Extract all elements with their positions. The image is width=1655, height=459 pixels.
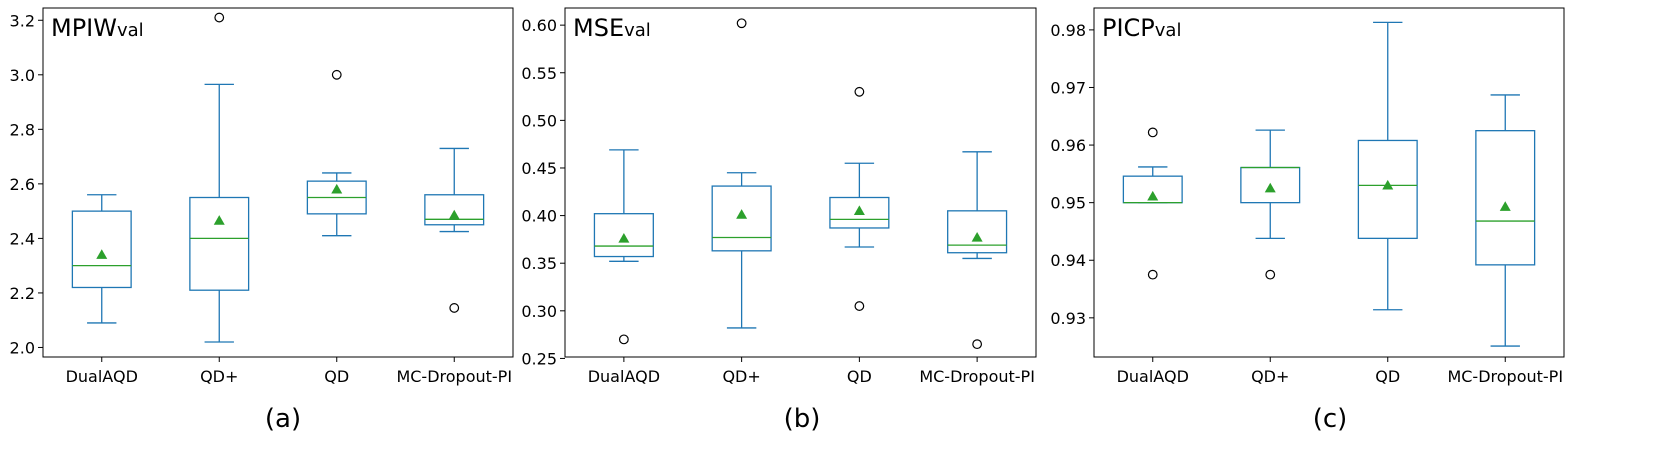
y-tick-label: 0.98 bbox=[1050, 21, 1086, 40]
x-tick-label: QD+ bbox=[722, 367, 760, 386]
panel-title: MPIWval bbox=[51, 14, 144, 42]
plot-frame bbox=[42, 7, 514, 358]
box-QD bbox=[1357, 21, 1418, 311]
y-tick-label: 0.95 bbox=[1050, 194, 1086, 213]
y-tick-label: 2.4 bbox=[10, 229, 35, 248]
mean-marker bbox=[213, 215, 225, 225]
iqr-box bbox=[1357, 139, 1418, 240]
iqr-box bbox=[593, 213, 654, 258]
outlier-point bbox=[331, 69, 342, 80]
x-tick-label: DualAQD bbox=[588, 367, 660, 386]
outlier-point bbox=[449, 303, 460, 313]
mean-marker bbox=[1499, 201, 1511, 211]
y-tick-label: 3.0 bbox=[10, 66, 35, 85]
mean-marker bbox=[1382, 179, 1394, 190]
y-tick-label: 0.94 bbox=[1050, 251, 1086, 270]
y-tick-label: 2.0 bbox=[10, 338, 35, 357]
mean-marker bbox=[1147, 190, 1159, 201]
box-MC-Dropout-PI bbox=[424, 147, 485, 313]
y-tick-label: 0.45 bbox=[521, 159, 557, 178]
x-tick-label: QD+ bbox=[1251, 367, 1289, 386]
x-tick-label: DualAQD bbox=[66, 367, 138, 386]
panel-label: (a) bbox=[265, 404, 301, 434]
iqr-box bbox=[1475, 130, 1536, 266]
y-tick-label: 3.2 bbox=[10, 11, 35, 30]
x-tick-label: MC-Dropout-PI bbox=[396, 367, 512, 386]
iqr-box bbox=[829, 196, 890, 229]
mean-marker bbox=[736, 209, 748, 219]
mean-marker bbox=[448, 209, 460, 220]
y-tick-label: 0.93 bbox=[1050, 309, 1086, 328]
mean-marker bbox=[853, 205, 865, 215]
x-tick-label: QD bbox=[324, 367, 349, 386]
mean-marker bbox=[618, 232, 630, 243]
iqr-box bbox=[424, 194, 485, 226]
outlier-point bbox=[618, 334, 629, 345]
y-tick-label: 0.60 bbox=[521, 16, 557, 35]
iqr-box bbox=[71, 210, 132, 289]
box-DualAQD bbox=[593, 149, 654, 345]
y-tick-label: 0.30 bbox=[521, 302, 557, 321]
x-tick-label: DualAQD bbox=[1117, 367, 1189, 386]
iqr-box bbox=[947, 210, 1008, 254]
panel-title: PICPval bbox=[1102, 14, 1181, 42]
x-tick-label: MC-Dropout-PI bbox=[1447, 367, 1563, 386]
mean-marker bbox=[971, 231, 983, 242]
box-QD+ bbox=[711, 18, 772, 329]
x-tick-label: QD+ bbox=[200, 367, 238, 386]
panel-title: MSEval bbox=[573, 14, 651, 42]
x-tick-label: QD bbox=[1375, 367, 1400, 386]
box-QD bbox=[306, 69, 367, 237]
y-tick-label: 0.50 bbox=[521, 111, 557, 130]
panel-3: 0.93 0.94 0.95 0.96 0.97 0.98 DualAQD QD+ QD MC-D… bbox=[1050, 7, 1565, 434]
outlier-point bbox=[736, 18, 747, 29]
panel-label: (c) bbox=[1313, 404, 1348, 434]
iqr-box bbox=[711, 185, 772, 252]
y-tick-label: 0.97 bbox=[1050, 78, 1086, 97]
outlier-point bbox=[854, 301, 865, 311]
x-tick-label: MC-Dropout-PI bbox=[919, 367, 1035, 386]
y-tick-label: 0.40 bbox=[521, 207, 557, 226]
y-tick-label: 2.2 bbox=[10, 284, 35, 303]
outlier-point bbox=[1265, 269, 1276, 280]
box-DualAQD bbox=[71, 194, 132, 324]
iqr-box bbox=[189, 196, 250, 291]
box-QD+ bbox=[1240, 129, 1301, 280]
box-MC-Dropout-PI bbox=[1475, 94, 1536, 347]
box-QD+ bbox=[189, 12, 250, 343]
x-tick-label: QD bbox=[847, 367, 872, 386]
panel-label: (b) bbox=[784, 404, 821, 434]
outlier-point bbox=[972, 339, 983, 350]
y-tick-label: 2.6 bbox=[10, 175, 35, 194]
box-QD bbox=[829, 86, 890, 311]
mean-marker bbox=[331, 183, 343, 194]
mean-marker bbox=[1264, 182, 1276, 193]
outlier-point bbox=[1147, 269, 1158, 280]
outlier-point bbox=[214, 12, 225, 23]
y-tick-label: 0.96 bbox=[1050, 136, 1086, 155]
y-tick-label: 0.25 bbox=[521, 349, 557, 368]
plot-frame bbox=[1093, 7, 1565, 358]
panel-1: 2.0 2.2 2.4 2.6 2.8 3.0 3.2 DualAQD QD+ QD MC-Drop… bbox=[10, 7, 514, 434]
outlier-point bbox=[1147, 127, 1158, 138]
mean-marker bbox=[96, 249, 108, 259]
box-DualAQD bbox=[1122, 127, 1183, 280]
y-tick-label: 0.55 bbox=[521, 64, 557, 83]
panel-2: 0.25 0.30 0.35 0.40 0.45 0.50 0.55 0.60 DualAQD Q… bbox=[521, 7, 1037, 434]
y-tick-label: 2.8 bbox=[10, 120, 35, 139]
box-MC-Dropout-PI bbox=[947, 151, 1008, 350]
plot-frame bbox=[564, 7, 1037, 358]
outlier-point bbox=[854, 86, 865, 97]
y-tick-label: 0.35 bbox=[521, 254, 557, 273]
